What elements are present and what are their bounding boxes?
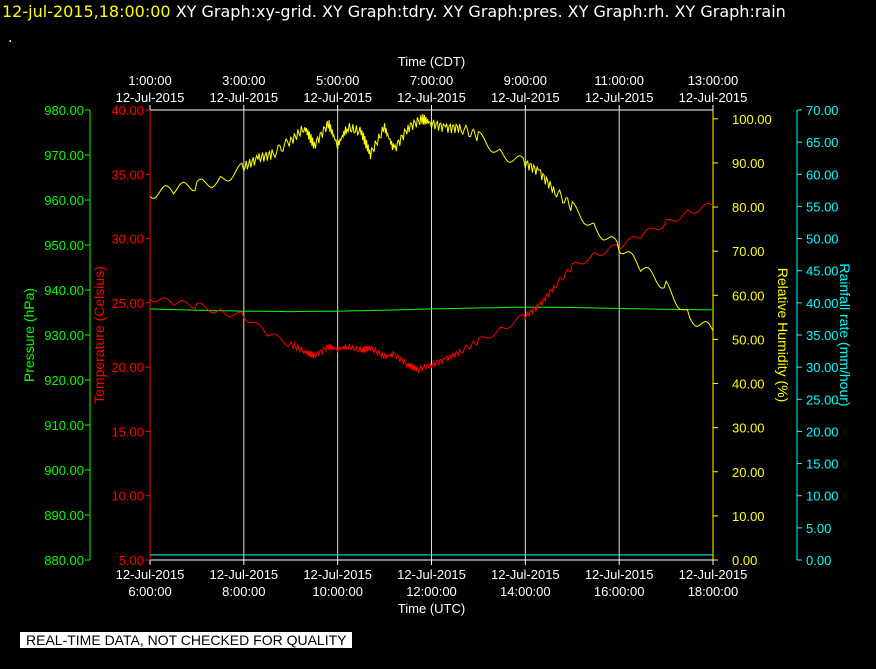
x-top-tick-label-time: 11:00:00 <box>594 73 644 88</box>
temperature-tick-label: 40.00 <box>111 103 144 118</box>
x-top-tick-label-time: 1:00:00 <box>128 73 171 88</box>
timestamp: 12-jul-2015,18:00:00 <box>2 2 171 21</box>
x-tick-label-date: 12-Jul-2015 <box>491 567 560 582</box>
graph-name-pres: XY Graph:pres. <box>442 2 563 21</box>
temperature-tick-label: 10.00 <box>111 489 144 504</box>
pressure-tick-label: 880.00 <box>44 553 84 568</box>
x-tick-label-date: 12-Jul-2015 <box>210 567 279 582</box>
humidity-series-line <box>149 113 714 331</box>
rain-tick-label: 40.00 <box>806 296 839 311</box>
x-tick-label-time: 12:00:00 <box>406 584 457 599</box>
rain-tick-label: 0.00 <box>806 553 831 568</box>
rain-tick-label: 5.00 <box>806 521 831 536</box>
x-tick-label-date: 12-Jul-2015 <box>397 567 466 582</box>
x-top-tick-label-date: 12-Jul-2015 <box>116 90 185 105</box>
quality-note: REAL-TIME DATA, NOT CHECKED FOR QUALITY <box>20 632 353 648</box>
humidity-tick-label: 80.00 <box>732 200 765 215</box>
rain-axis-title: Rainfall rate (mm/hour) <box>837 263 853 406</box>
temperature-axis-title: Temperature (Celsius) <box>91 266 107 404</box>
pressure-axis-title: Pressure (hPa) <box>21 288 37 382</box>
humidity-tick-label: 70.00 <box>732 244 765 259</box>
header-dot: . <box>8 30 13 46</box>
x-tick-label-date: 12-Jul-2015 <box>116 567 185 582</box>
humidity-tick-label: 0.00 <box>732 553 757 568</box>
graph-name-xy-grid: XY Graph:xy-grid. <box>175 2 317 21</box>
humidity-tick-label: 60.00 <box>732 288 765 303</box>
pressure-tick-label: 920.00 <box>44 373 84 388</box>
humidity-tick-label: 10.00 <box>732 509 765 524</box>
x-tick-label-time: 14:00:00 <box>500 584 551 599</box>
x-top-tick-label-time: 9:00:00 <box>504 73 547 88</box>
rain-tick-label: 70.00 <box>806 103 839 118</box>
humidity-tick-label: 30.00 <box>732 421 765 436</box>
rain-tick-label: 65.00 <box>806 135 839 150</box>
pressure-tick-label: 930.00 <box>44 328 84 343</box>
rain-tick-label: 60.00 <box>806 167 839 182</box>
graph-name-rain: XY Graph:rain <box>674 2 786 21</box>
graph-name-tdry: XY Graph:tdry. <box>321 2 438 21</box>
rain-tick-label: 50.00 <box>806 232 839 247</box>
temperature-tick-label: 30.00 <box>111 232 144 247</box>
rain-tick-label: 15.00 <box>806 457 839 472</box>
x-tick-label-date: 12-Jul-2015 <box>585 567 654 582</box>
temperature-tick-label: 35.00 <box>111 167 144 182</box>
humidity-tick-label: 100.00 <box>732 112 772 127</box>
temperature-tick-label: 25.00 <box>111 296 144 311</box>
x-top-tick-label-date: 12-Jul-2015 <box>397 90 466 105</box>
page-header: 12-jul-2015,18:00:00 XY Graph:xy-grid. X… <box>2 2 786 21</box>
humidity-tick-label: 50.00 <box>732 332 765 347</box>
pressure-tick-label: 980.00 <box>44 103 84 118</box>
x-tick-label-time: 16:00:00 <box>594 584 645 599</box>
humidity-tick-label: 90.00 <box>732 156 765 171</box>
pressure-tick-label: 890.00 <box>44 508 84 523</box>
humidity-tick-label: 20.00 <box>732 465 765 480</box>
x-top-tick-label-time: 13:00:00 <box>688 73 739 88</box>
pressure-tick-label: 970.00 <box>44 148 84 163</box>
rain-tick-label: 45.00 <box>806 264 839 279</box>
humidity-tick-label: 40.00 <box>732 377 765 392</box>
pressure-tick-label: 910.00 <box>44 418 84 433</box>
x-top-tick-label-date: 12-Jul-2015 <box>303 90 372 105</box>
rain-tick-label: 25.00 <box>806 392 839 407</box>
x-tick-label-date: 12-Jul-2015 <box>679 567 748 582</box>
x-top-tick-label-time: 7:00:00 <box>410 73 453 88</box>
x-top-tick-label-date: 12-Jul-2015 <box>679 90 748 105</box>
temperature-tick-label: 15.00 <box>111 424 144 439</box>
temperature-tick-label: 20.00 <box>111 360 144 375</box>
x-top-axis-title: Time (CDT) <box>398 54 465 69</box>
x-tick-label-time: 8:00:00 <box>222 584 265 599</box>
x-bottom-axis-title: Time (UTC) <box>398 601 465 616</box>
x-top-tick-label-date: 12-Jul-2015 <box>585 90 654 105</box>
x-top-tick-label-date: 12-Jul-2015 <box>210 90 279 105</box>
pressure-tick-label: 950.00 <box>44 238 84 253</box>
rain-tick-label: 55.00 <box>806 199 839 214</box>
graph-name-rh: XY Graph:rh. <box>567 2 670 21</box>
x-top-tick-label-date: 12-Jul-2015 <box>491 90 560 105</box>
x-top-tick-label-time: 3:00:00 <box>222 73 265 88</box>
x-tick-label-date: 12-Jul-2015 <box>303 567 372 582</box>
pressure-series-line <box>149 306 713 313</box>
rain-tick-label: 20.00 <box>806 424 839 439</box>
humidity-axis-title: Relative Humidity (%) <box>775 268 791 403</box>
x-tick-label-time: 18:00:00 <box>688 584 739 599</box>
temperature-series-line <box>149 203 714 374</box>
x-top-tick-label-time: 5:00:00 <box>316 73 359 88</box>
rain-tick-label: 10.00 <box>806 489 839 504</box>
pressure-tick-label: 940.00 <box>44 283 84 298</box>
temperature-tick-label: 5.00 <box>119 553 144 568</box>
pressure-tick-label: 900.00 <box>44 463 84 478</box>
rain-tick-label: 30.00 <box>806 360 839 375</box>
x-tick-label-time: 10:00:00 <box>312 584 363 599</box>
x-tick-label-time: 6:00:00 <box>128 584 171 599</box>
rain-tick-label: 35.00 <box>806 328 839 343</box>
pressure-tick-label: 960.00 <box>44 193 84 208</box>
